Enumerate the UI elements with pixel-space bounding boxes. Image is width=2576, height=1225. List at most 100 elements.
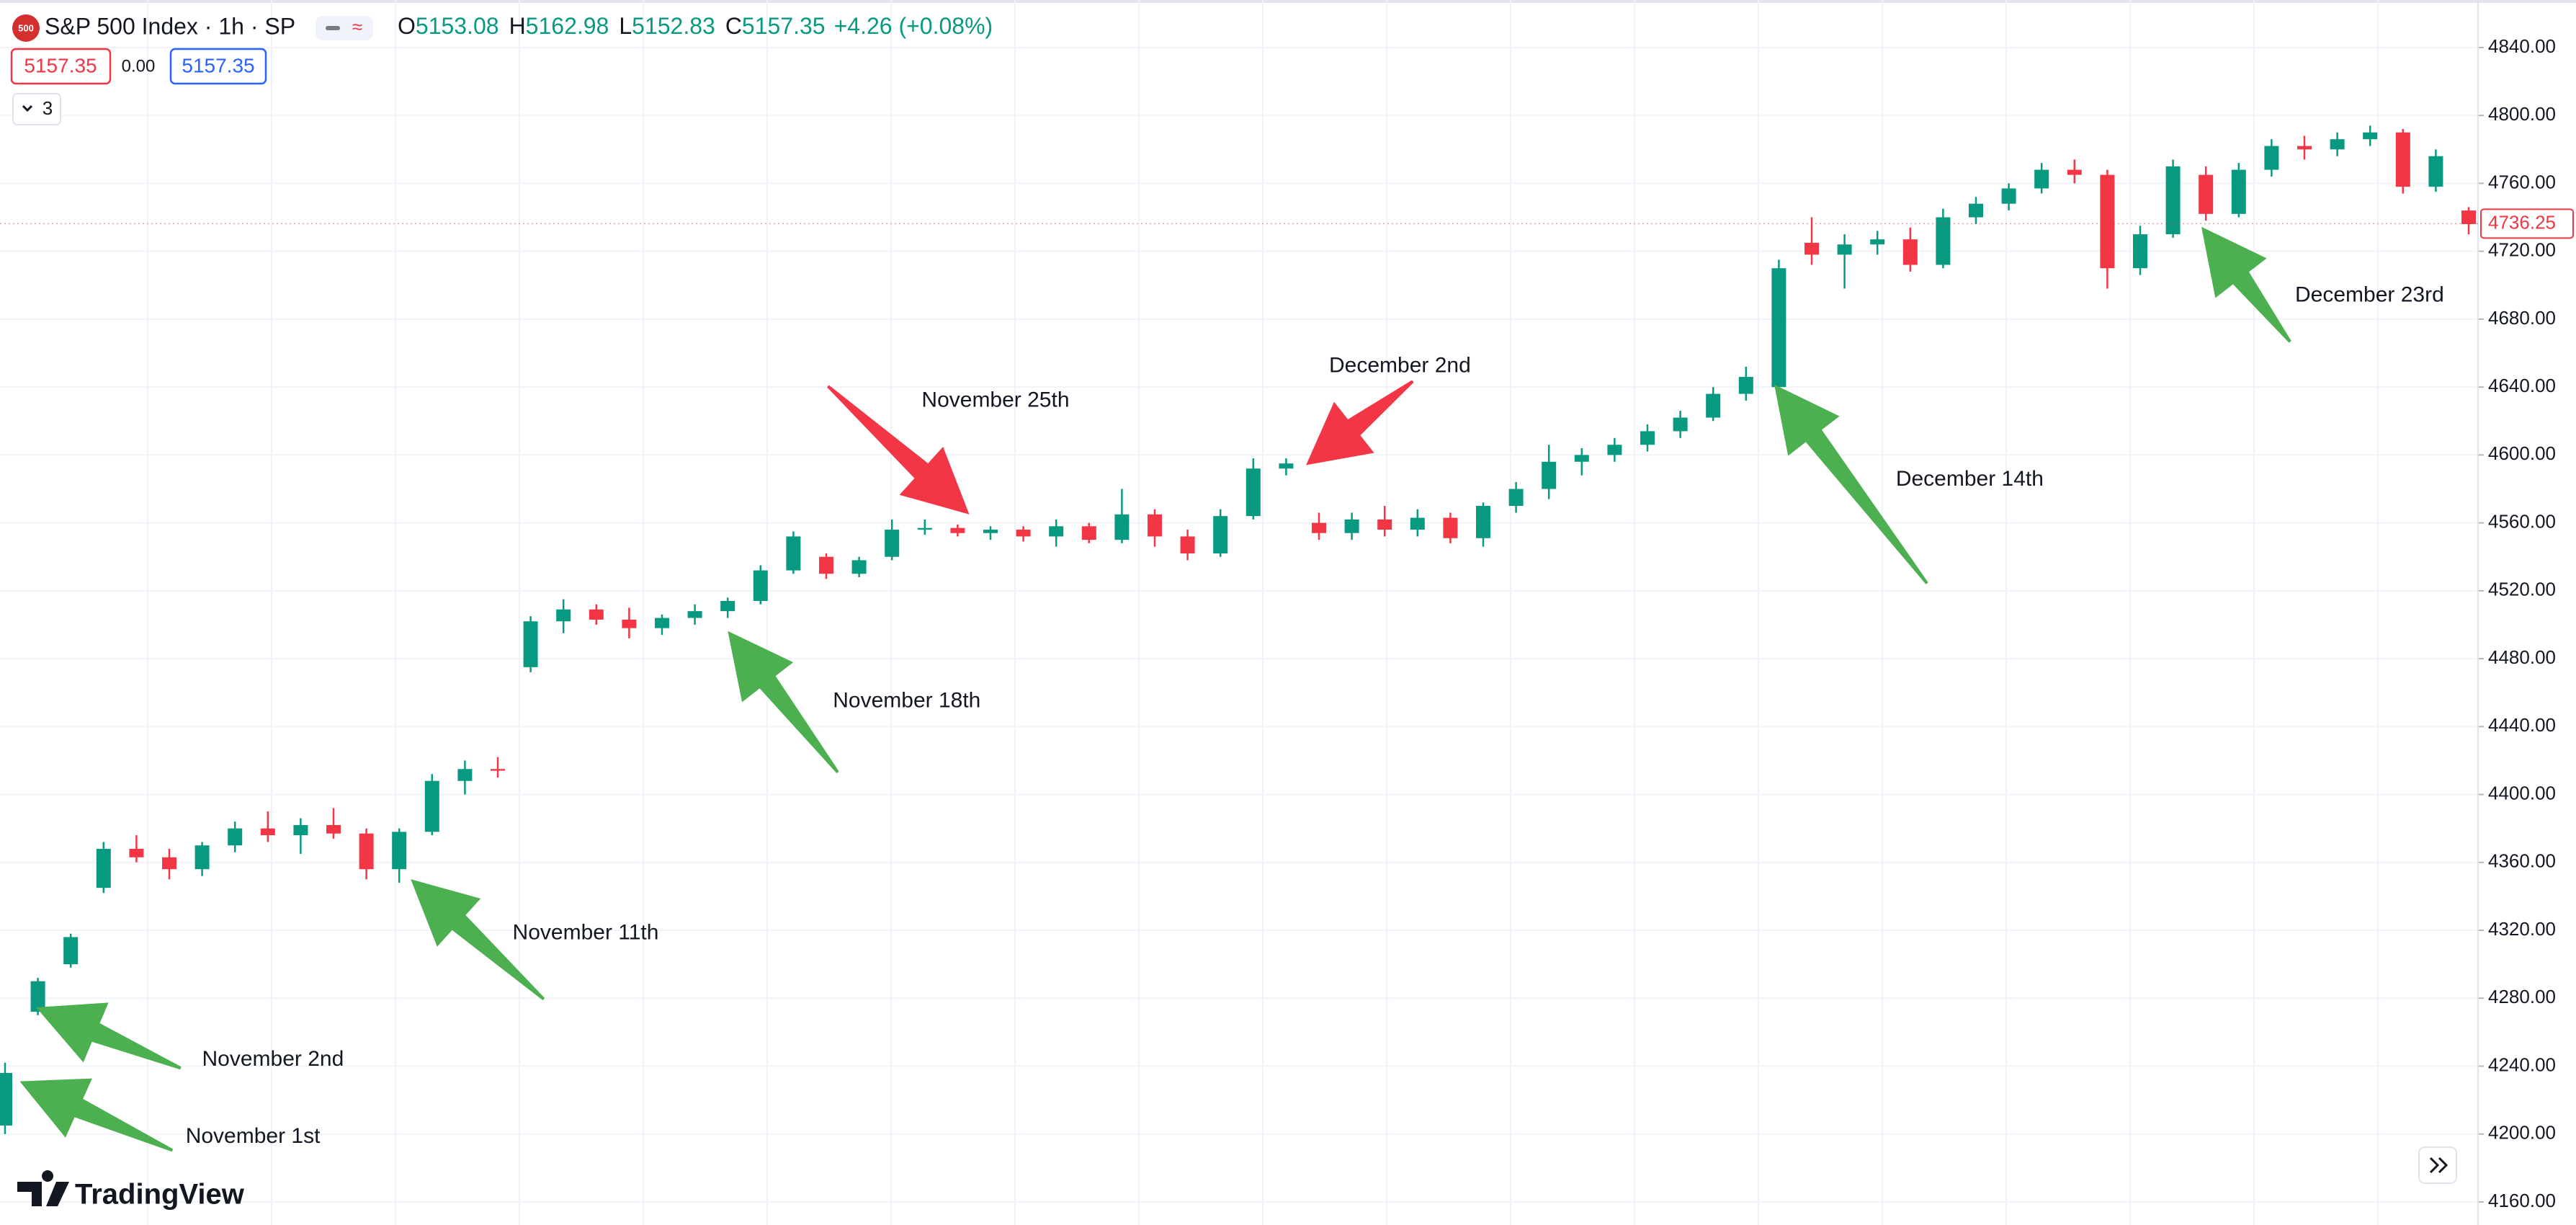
- spread: 0.00: [122, 56, 156, 76]
- y-tick-label: 4200.00: [2488, 1122, 2556, 1144]
- y-tick-label: 4360.00: [2488, 850, 2556, 872]
- arrow: [1306, 380, 1414, 466]
- ohlc-label: O: [398, 13, 416, 39]
- candle-body: [2199, 174, 2214, 214]
- ohlc-label: L: [619, 13, 632, 39]
- candle-body: [1279, 463, 1294, 469]
- y-tick-label: 4320.00: [2488, 918, 2556, 940]
- ohlc-value: 5162.98: [526, 13, 609, 39]
- symbol-title[interactable]: S&P 500 Index · 1h · SP: [45, 13, 295, 39]
- arrows: November 1st November 2nd November 11th Nov…: [19, 226, 2444, 1152]
- candle-body: [2363, 132, 2378, 140]
- candle-body: [1969, 203, 1983, 218]
- arrow: [728, 631, 839, 774]
- candle-body: [753, 570, 768, 601]
- candle-body: [589, 609, 604, 620]
- candles: [0, 125, 2476, 1134]
- candle-body: [720, 600, 735, 612]
- candle-body: [2231, 169, 2246, 214]
- candle-body: [1081, 526, 1096, 540]
- candle-body: [2165, 166, 2181, 235]
- candle-body: [1706, 393, 1721, 418]
- bid: 5157.35: [24, 54, 97, 76]
- candle-body: [2133, 234, 2147, 269]
- candle-body: [457, 769, 473, 781]
- candle-body: [1377, 519, 1392, 530]
- y-tick-label: 4680.00: [2488, 307, 2556, 329]
- annotation: December 2nd: [1329, 353, 1471, 377]
- ask-box[interactable]: [169, 48, 267, 85]
- annotation: December 14th: [1896, 467, 2044, 491]
- candle-body: [1180, 536, 1195, 554]
- toggle-icon: ≈: [352, 16, 362, 37]
- candle-body: [0, 1072, 12, 1126]
- scroll-icon: [2429, 1157, 2448, 1174]
- candle-body: [1410, 517, 1425, 530]
- grid: [0, 46, 2478, 1203]
- candle-body: [1804, 242, 1819, 255]
- candle-body: [162, 857, 176, 870]
- candle-body: [359, 833, 374, 870]
- symbol-icon: [12, 14, 40, 42]
- candle-body: [1738, 377, 1753, 394]
- y-tick-label: 4160.00: [2488, 1190, 2556, 1211]
- candle-body: [1114, 514, 1130, 540]
- bid-box[interactable]: [10, 48, 112, 85]
- candle-body: [2428, 156, 2443, 187]
- y-tick-label: 4600.00: [2488, 442, 2556, 464]
- candle-body: [63, 937, 79, 965]
- ohlc-label: C: [725, 13, 742, 39]
- candle-body: [194, 845, 210, 870]
- arrow: [827, 385, 970, 514]
- arrow: [19, 1078, 174, 1152]
- vertical-grid: [147, 0, 2379, 1225]
- candle-body: [1574, 455, 1589, 462]
- candle-body: [424, 780, 439, 832]
- candle-body: [1771, 268, 1786, 388]
- annotation: November 18th: [833, 689, 980, 713]
- candle-body: [622, 619, 637, 628]
- candle-body: [655, 618, 669, 628]
- candle-body: [917, 527, 932, 530]
- last-price-box: [2480, 208, 2574, 239]
- candle-body: [2264, 146, 2279, 170]
- candle-body: [228, 828, 243, 846]
- candle-body: [885, 530, 900, 557]
- annotation: November 2nd: [202, 1047, 344, 1071]
- y-tick-label: 4480.00: [2488, 646, 2556, 668]
- candle-body: [1016, 530, 1031, 537]
- candle-body: [30, 981, 45, 1012]
- arrow: [411, 879, 545, 1001]
- toggle-icon: [326, 26, 340, 30]
- candle-body: [1673, 417, 1688, 432]
- y-tick-label: 4240.00: [2488, 1054, 2556, 1075]
- candle-body: [786, 536, 801, 571]
- candle-body: [2330, 139, 2345, 150]
- logo[interactable]: TradingView: [75, 1179, 245, 1211]
- symbol-icon-text: 500: [18, 22, 34, 33]
- chevron: [22, 104, 33, 112]
- candle-body: [129, 848, 144, 858]
- annotation: November 1st: [186, 1124, 321, 1148]
- candle-body: [2100, 174, 2115, 269]
- candle-body: [260, 828, 275, 836]
- candle-body: [1870, 239, 1885, 245]
- indicators-toggle[interactable]: [12, 93, 61, 125]
- candle-body: [491, 769, 505, 771]
- candle-body: [1902, 239, 1918, 265]
- logo-icon: [17, 1170, 69, 1206]
- arrow: [2201, 226, 2291, 343]
- toggle[interactable]: [316, 16, 373, 40]
- ohlc-value: 5157.35: [742, 13, 826, 39]
- candle-body: [1312, 522, 1326, 533]
- candle-body: [950, 527, 965, 533]
- candle-body: [1476, 506, 1490, 538]
- candle-body: [523, 621, 538, 667]
- y-tick-label: 4800.00: [2488, 103, 2556, 125]
- arrow: [36, 1002, 182, 1070]
- candle-body: [1344, 519, 1359, 533]
